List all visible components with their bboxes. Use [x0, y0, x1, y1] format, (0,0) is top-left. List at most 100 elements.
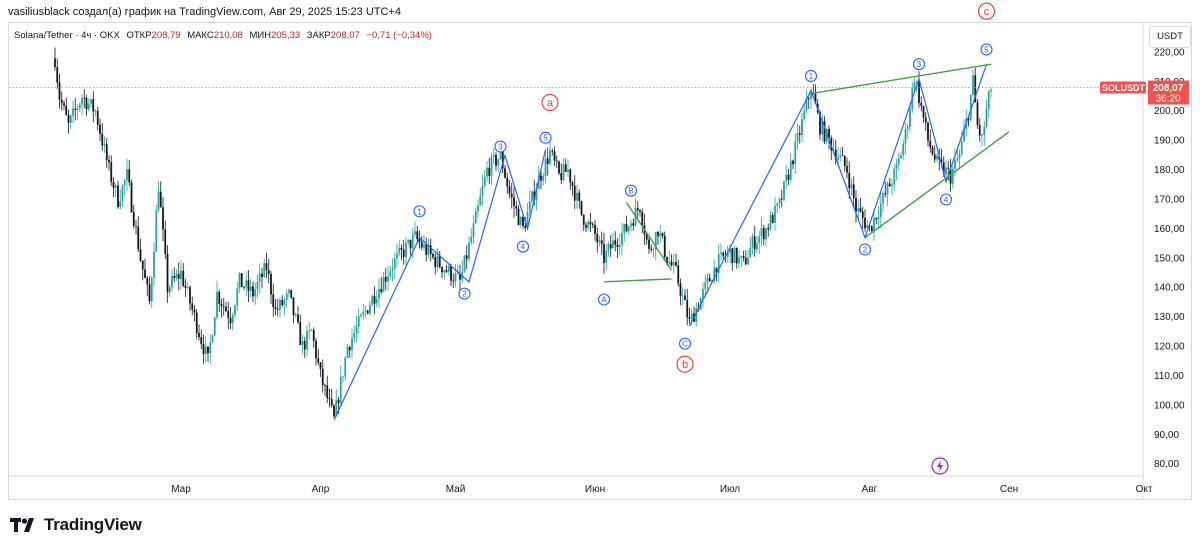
candle-body: [607, 244, 610, 251]
wave-label-circle: [541, 93, 559, 111]
x-tick-label: Апр: [312, 484, 330, 495]
candle-body: [902, 143, 905, 156]
candle-body: [321, 368, 324, 385]
candle-body: [553, 151, 556, 161]
candle-body: [276, 308, 279, 310]
candle-body: [454, 273, 457, 282]
candle-body: [677, 265, 680, 284]
candle-body: [434, 257, 437, 268]
chart-frame[interactable]: [8, 22, 1192, 500]
y-tick-label: 200,00: [1154, 106, 1185, 117]
candle-body: [702, 288, 704, 298]
candle-body: [756, 243, 758, 250]
candle-body: [828, 128, 830, 139]
candle-body: [209, 342, 212, 354]
candle-body: [339, 376, 342, 404]
candle-body: [63, 103, 65, 106]
candle-body: [148, 284, 151, 302]
wave-label-circle: [624, 184, 638, 197]
candle-body: [414, 231, 416, 235]
wave-label-circle: [804, 69, 818, 82]
candle-body: [877, 217, 880, 220]
candle-body: [450, 266, 452, 281]
candle-body: [924, 117, 927, 123]
candle-body: [184, 285, 187, 288]
candle-body: [510, 193, 513, 198]
candle-body: [798, 133, 801, 135]
candle-body: [393, 258, 396, 269]
candle-body: [891, 184, 893, 187]
candle-body: [841, 155, 844, 157]
candle-body: [281, 299, 284, 306]
candle-body: [483, 176, 486, 187]
candle-body: [947, 167, 950, 169]
candle-body: [648, 239, 650, 249]
candle-body: [256, 281, 259, 290]
y-tick-label: 180,00: [1154, 165, 1185, 176]
candle-body: [627, 226, 630, 232]
candle-body: [420, 242, 423, 248]
candle-body: [227, 311, 230, 318]
candle-body: [492, 154, 495, 157]
flash-bolt-icon: [937, 460, 943, 472]
candle-body: [918, 81, 920, 103]
candle-body: [195, 312, 198, 333]
candle-body: [164, 229, 167, 254]
candle-body: [942, 162, 945, 175]
wave-label: 5: [543, 134, 548, 143]
candle-body: [288, 289, 290, 294]
candle-body: [846, 166, 848, 173]
candle-body: [884, 193, 887, 195]
brand-name: TradingView: [44, 515, 142, 534]
candle-body: [690, 313, 693, 319]
candle-body: [639, 210, 641, 212]
candle-body: [632, 223, 635, 226]
candle-body: [81, 97, 83, 105]
price-tag-symbol-bg: [1100, 81, 1146, 94]
candle-body: [794, 141, 797, 165]
candle-body: [522, 217, 524, 226]
candle-body: [672, 261, 675, 266]
candle-body: [542, 175, 545, 181]
candle-body: [360, 314, 362, 317]
candle-body: [501, 150, 504, 169]
candle-body: [238, 273, 241, 289]
candle-body: [517, 208, 520, 226]
candle-body: [895, 164, 898, 169]
wave-label: 2: [863, 246, 868, 255]
candle-body: [954, 160, 956, 169]
candle-body: [211, 335, 214, 343]
candle-body: [546, 158, 549, 164]
candle-body: [524, 225, 527, 228]
candle-body: [805, 98, 808, 111]
candle-body: [963, 128, 965, 142]
candle-body: [715, 267, 718, 273]
wave-label-circle: [980, 43, 993, 56]
candle-body: [508, 186, 511, 194]
candle-body: [380, 288, 383, 292]
x-tick-label: Авг: [862, 484, 878, 495]
candle-body: [544, 158, 547, 176]
currency-button[interactable]: USDT: [1149, 26, 1191, 48]
candle-body: [445, 270, 448, 272]
tradingview-brand[interactable]: TradingView: [10, 514, 142, 536]
candle-body: [299, 322, 302, 345]
candle-body: [519, 217, 522, 226]
x-tick-label: Мар: [171, 484, 191, 495]
candle-body: [105, 144, 108, 160]
candle-body: [978, 124, 981, 136]
candle-body: [659, 233, 662, 237]
candle-body: [328, 398, 331, 399]
candle-body: [126, 169, 128, 181]
candle-body: [605, 250, 608, 263]
candle-body: [990, 89, 992, 92]
candle-body: [708, 277, 711, 282]
candle-body: [234, 305, 236, 315]
candle-body: [630, 223, 632, 227]
candle-body: [792, 160, 794, 165]
candle-body: [839, 155, 842, 158]
candle-body: [384, 276, 387, 282]
y-tick-label: 110,00: [1154, 371, 1184, 382]
candle-body: [985, 108, 988, 127]
